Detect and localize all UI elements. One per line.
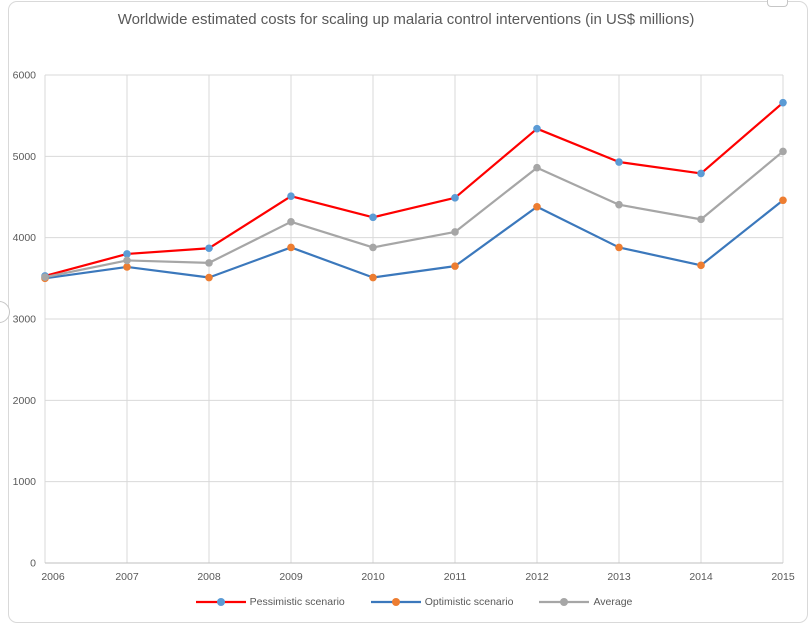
y-tick-label: 6000 [13,70,37,82]
x-tick-label: 2013 [607,571,631,583]
data-point-average[interactable] [123,256,131,265]
data-point-average[interactable] [41,273,49,281]
data-point-optimistic-scenario[interactable] [697,261,705,270]
x-tick-label: 2007 [115,571,139,583]
x-tick-label: 2014 [689,571,713,583]
legend-label-average: Average [593,596,633,608]
data-point-average[interactable] [697,215,705,224]
data-point-average[interactable] [533,163,541,172]
data-point-optimistic-scenario[interactable] [369,273,377,282]
y-tick-label: 4000 [13,232,37,244]
y-tick-label: 2000 [13,395,37,407]
series-line-average[interactable] [43,150,785,279]
chart-title[interactable]: Worldwide estimated costs for scaling up… [0,9,812,30]
chart-legend[interactable]: Pessimistic scenario Optimistic scenario… [45,596,783,608]
data-point-average[interactable] [205,259,213,267]
data-point-pessimistic-scenario[interactable] [533,124,541,133]
x-tick-label: 2006 [41,571,65,583]
legend-label-pessimistic: Pessimistic scenario [249,596,345,608]
data-point-optimistic-scenario[interactable] [451,262,459,270]
data-point-pessimistic-scenario[interactable] [205,244,213,253]
data-point-optimistic-scenario[interactable] [779,196,787,205]
y-tick-label: 5000 [13,151,37,163]
series-line-pessimistic-scenario[interactable] [43,101,785,277]
data-point-average[interactable] [779,147,787,156]
chart-title-text: Worldwide estimated costs for scaling up… [117,11,695,28]
legend-key-optimistic [370,598,421,606]
x-tick-label: 2015 [771,571,795,583]
y-tick-label: 0 [30,558,36,570]
data-point-pessimistic-scenario[interactable] [123,250,131,258]
data-point-average[interactable] [369,243,377,252]
data-point-optimistic-scenario[interactable] [123,263,131,271]
y-tick-label: 1000 [13,476,37,488]
data-point-pessimistic-scenario[interactable] [615,158,623,166]
x-tick-label: 2011 [444,571,467,583]
legend-label-optimistic: Optimistic scenario [424,596,514,608]
legend-item-optimistic[interactable]: Optimistic scenario [370,596,514,608]
chart-selection-handle-top[interactable] [767,0,788,7]
data-point-optimistic-scenario[interactable] [533,202,541,211]
data-point-pessimistic-scenario[interactable] [451,194,459,202]
legend-item-average[interactable]: Average [539,596,632,608]
legend-key-pessimistic [195,598,246,606]
x-tick-label: 2008 [197,571,221,583]
data-point-pessimistic-scenario[interactable] [779,98,787,107]
data-point-pessimistic-scenario[interactable] [369,213,377,222]
data-point-pessimistic-scenario[interactable] [287,192,295,200]
data-point-average[interactable] [287,218,295,226]
series-line-optimistic-scenario[interactable] [43,199,785,280]
x-tick-label: 2012 [525,571,549,583]
y-tick-label: 3000 [13,314,37,326]
data-point-average[interactable] [615,200,623,209]
data-point-optimistic-scenario[interactable] [615,243,623,252]
data-point-pessimistic-scenario[interactable] [697,169,705,178]
legend-item-pessimistic[interactable]: Pessimistic scenario [195,596,345,608]
x-tick-label: 2009 [279,571,303,583]
legend-key-average [539,598,590,606]
data-point-optimistic-scenario[interactable] [287,243,295,252]
x-tick-label: 2010 [361,571,385,583]
data-point-optimistic-scenario[interactable] [205,273,213,282]
data-point-average[interactable] [451,228,459,236]
